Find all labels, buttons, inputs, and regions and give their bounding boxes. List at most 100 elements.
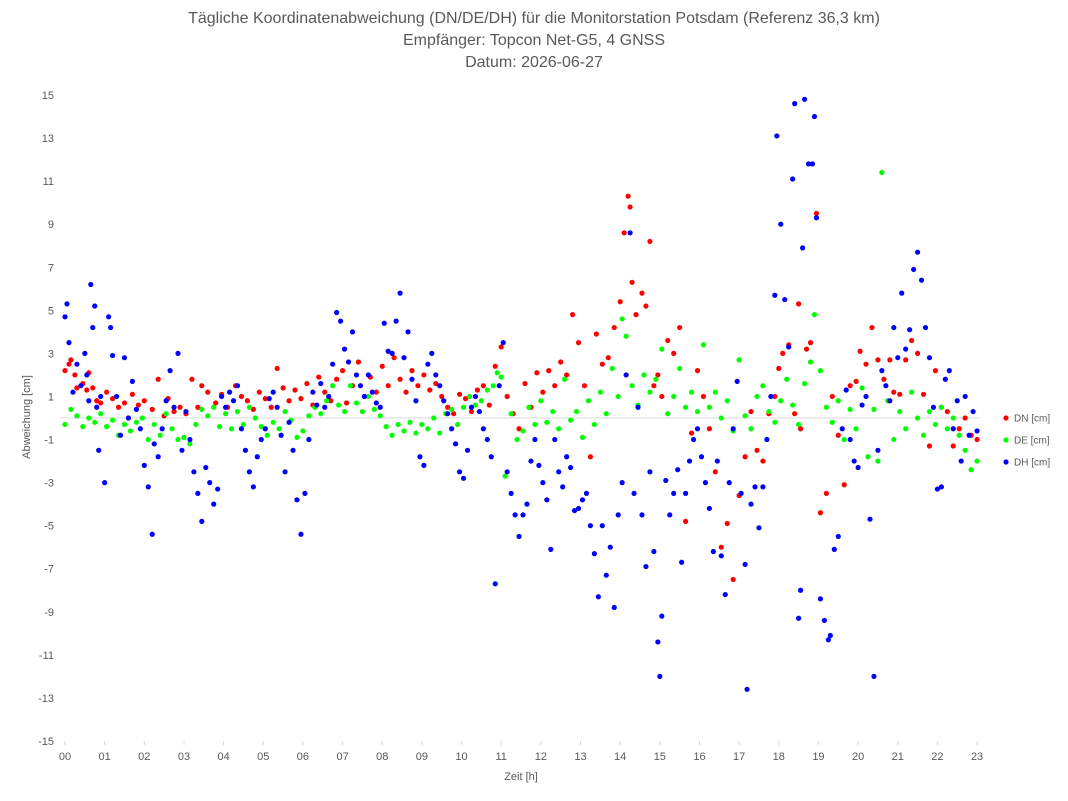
data-point — [115, 404, 122, 410]
data-point — [798, 587, 804, 593]
data-point — [474, 387, 481, 393]
x-tick-label: 22 — [931, 751, 943, 763]
data-point — [736, 357, 742, 363]
data-point — [217, 424, 223, 430]
legend-label: DE [cm] — [1014, 436, 1050, 447]
data-point — [484, 387, 490, 393]
data-point — [754, 393, 760, 400]
data-point — [238, 393, 245, 400]
data-point — [127, 428, 134, 434]
data-point — [526, 404, 532, 410]
data-point — [683, 518, 689, 524]
y-axis-title: Abweichung [cm] — [21, 375, 33, 459]
y-tick-label: 13 — [42, 133, 54, 145]
data-point — [242, 447, 249, 453]
data-point — [274, 404, 280, 410]
data-point — [187, 441, 193, 447]
data-point — [169, 426, 175, 432]
x-tick-label: 00 — [59, 751, 71, 763]
data-point — [724, 398, 730, 404]
data-point — [357, 383, 364, 389]
data-point — [155, 454, 161, 460]
data-point — [252, 415, 258, 421]
y-tick-label: 1 — [48, 391, 54, 403]
data-point — [629, 279, 635, 285]
data-point — [667, 512, 673, 518]
data-point — [199, 383, 205, 389]
data-point — [891, 324, 897, 331]
x-tick-label: 14 — [614, 751, 626, 763]
data-point — [641, 372, 647, 378]
data-point — [149, 406, 155, 412]
data-point — [903, 426, 909, 432]
x-tick-label: 10 — [455, 751, 467, 763]
data-point — [752, 484, 758, 490]
data-point — [909, 389, 915, 395]
data-point — [409, 368, 415, 374]
data-point — [829, 419, 835, 425]
data-point — [62, 314, 68, 320]
data-point — [472, 402, 479, 408]
data-point — [595, 594, 601, 600]
data-point — [768, 393, 774, 400]
data-point — [106, 314, 112, 320]
data-point — [407, 419, 413, 425]
data-point — [607, 544, 613, 550]
y-tick-label: 9 — [48, 219, 54, 231]
data-point — [163, 398, 169, 404]
data-point — [855, 464, 861, 471]
data-point — [139, 415, 145, 421]
y-tick-label: -9 — [44, 607, 54, 619]
data-point — [294, 497, 300, 503]
data-point — [181, 434, 187, 440]
data-point — [439, 393, 445, 400]
data-point — [318, 411, 324, 417]
data-point — [698, 454, 705, 460]
data-point — [847, 436, 853, 443]
data-point — [179, 447, 185, 453]
data-point — [353, 400, 360, 406]
data-point — [316, 374, 322, 380]
data-point — [821, 617, 827, 624]
x-tick-label: 06 — [297, 751, 309, 763]
data-point — [322, 389, 328, 395]
data-point — [655, 372, 661, 378]
series-0 — [62, 193, 980, 583]
data-point — [205, 389, 211, 395]
data-point — [389, 350, 395, 356]
data-point — [611, 324, 617, 331]
data-point — [437, 383, 443, 389]
data-point — [437, 430, 443, 436]
data-point — [807, 359, 814, 365]
data-point — [365, 393, 371, 400]
data-point — [449, 426, 455, 432]
data-point — [643, 303, 649, 309]
data-point — [175, 436, 181, 443]
data-point — [193, 421, 199, 428]
data-point — [377, 413, 383, 419]
data-point — [609, 365, 615, 372]
data-point — [135, 402, 141, 408]
data-point — [766, 408, 772, 415]
data-point — [433, 372, 439, 378]
chart-titles: Tägliche Koordinatenabweichung (DN/DE/DH… — [0, 8, 1068, 74]
data-point — [560, 484, 566, 490]
data-point — [930, 404, 937, 410]
data-point — [581, 383, 588, 389]
data-point — [322, 404, 328, 410]
data-point — [831, 546, 837, 552]
data-point — [205, 413, 211, 419]
data-point — [974, 458, 980, 464]
data-point — [575, 505, 582, 512]
data-point — [891, 436, 897, 443]
data-point — [801, 380, 808, 387]
data-point — [579, 434, 586, 440]
data-point — [385, 383, 391, 389]
data-point — [623, 333, 629, 339]
data-point — [264, 432, 270, 438]
data-point — [129, 391, 136, 397]
data-point — [875, 458, 881, 464]
data-point — [347, 383, 354, 389]
data-point — [946, 368, 952, 374]
